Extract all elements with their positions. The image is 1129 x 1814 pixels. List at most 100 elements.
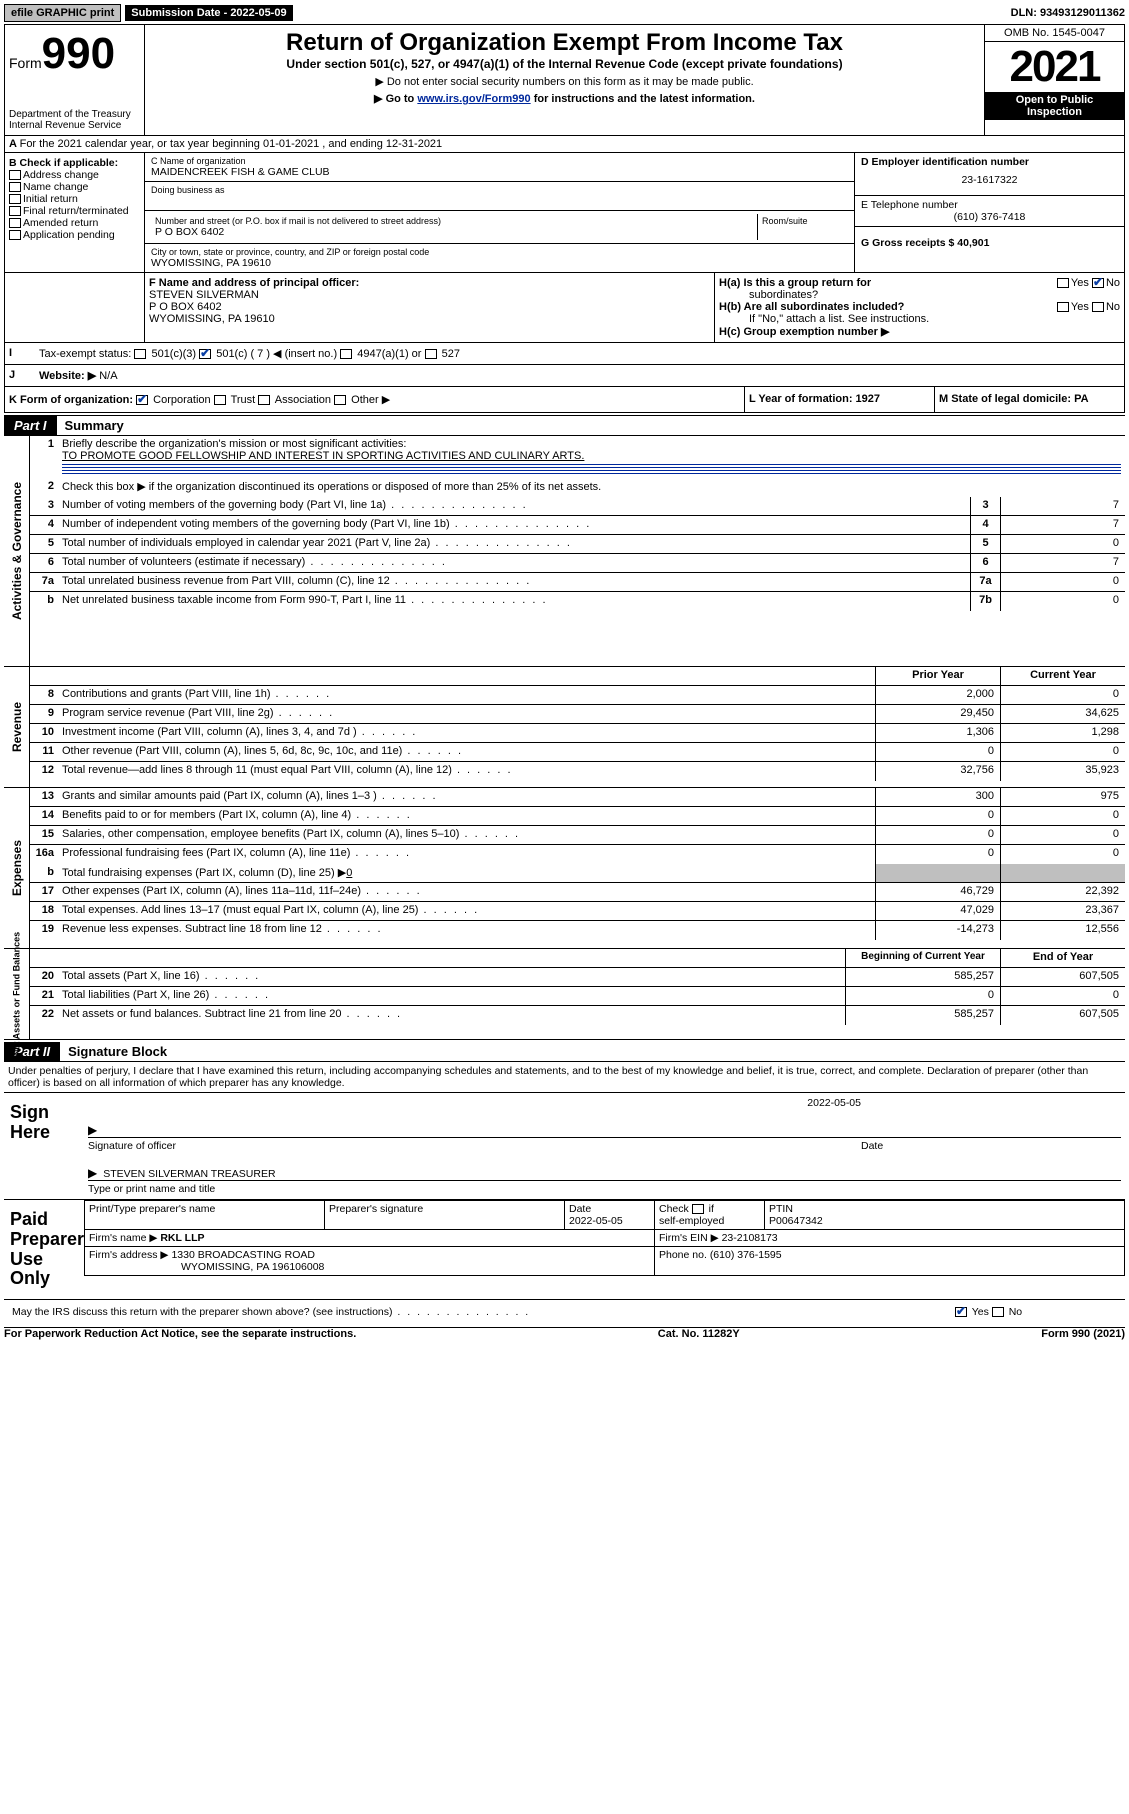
form-number: 990 <box>42 29 115 78</box>
i-o2: 501(c) ( 7 ) ◀ (insert no.) <box>216 348 337 360</box>
line-a-text: For the 2021 calendar year, or tax year … <box>20 138 443 150</box>
addr-val: P O BOX 6402 <box>155 226 753 238</box>
form-container: Form990 Department of the Treasury Inter… <box>4 24 1125 413</box>
table-row: 19Revenue less expenses. Subtract line 1… <box>30 921 1125 940</box>
summary-exp: Expenses 13Grants and similar amounts pa… <box>4 787 1125 948</box>
part1-tag: Part I <box>4 416 57 435</box>
n-16b: b <box>30 864 58 882</box>
ha-yes[interactable] <box>1057 278 1069 288</box>
ptin: P00647342 <box>769 1215 823 1227</box>
hdr-eoy: End of Year <box>1000 949 1125 967</box>
hdr-cy: Current Year <box>1000 667 1125 685</box>
ph4c: self-employed <box>659 1215 724 1227</box>
ident-block: B Check if applicable: Address change Na… <box>5 152 1124 272</box>
inspect1: Open to Public <box>1016 94 1094 106</box>
foot-m: Cat. No. 11282Y <box>658 1328 740 1340</box>
website-val: N/A <box>99 370 117 382</box>
table-row: 10Investment income (Part VIII, column (… <box>30 724 1125 743</box>
ha-lbl: H(a) Is this a group return for <box>719 277 871 289</box>
penalty-text: Under penalties of perjury, I declare th… <box>4 1062 1125 1092</box>
firm-ein: 23-2108173 <box>722 1232 778 1244</box>
cb-trust[interactable] <box>214 395 226 405</box>
table-row: 12Total revenue—add lines 8 through 11 (… <box>30 762 1125 781</box>
note2-post: for instructions and the latest informat… <box>531 93 755 105</box>
klm-row: K Form of organization: Corporation Trus… <box>5 386 1124 412</box>
hdr-py: Prior Year <box>875 667 1000 685</box>
table-row: 18Total expenses. Add lines 13–17 (must … <box>30 902 1125 921</box>
cb-501c3[interactable] <box>134 349 146 359</box>
cb-amended[interactable] <box>9 218 21 228</box>
room-lbl: Room/suite <box>762 216 844 226</box>
paid-prep: Paid Preparer Use Only <box>4 1200 84 1299</box>
may-yes-lbl: Yes <box>972 1306 989 1318</box>
i-row: I Tax-exempt status: 501(c)(3) 501(c) ( … <box>5 342 1124 364</box>
summary-gov: Activities & Governance 1 Briefly descri… <box>4 436 1125 666</box>
form-header: Form990 Department of the Treasury Inter… <box>5 25 1124 135</box>
firm-name: RKL LLP <box>160 1232 204 1244</box>
foot-r: Form 990 (2021) <box>1041 1328 1125 1340</box>
note1: ▶ Do not enter social security numbers o… <box>151 75 978 88</box>
form990-link[interactable]: www.irs.gov/Form990 <box>417 93 530 105</box>
j-lbl: Website: ▶ <box>39 370 96 382</box>
hb-lbl: H(b) Are all subordinates included? <box>719 301 904 313</box>
g-lbl: G Gross receipts $ 40,901 <box>861 237 1118 249</box>
table-row: 22Net assets or fund balances. Subtract … <box>30 1006 1125 1025</box>
dba-lbl: Doing business as <box>151 185 848 195</box>
table-row: 3Number of voting members of the governi… <box>30 497 1125 516</box>
city-val: WYOMISSING, PA 19610 <box>151 257 848 269</box>
m-lbl: M State of legal domicile: PA <box>939 393 1089 405</box>
lbl-initial: Initial return <box>23 193 78 205</box>
ha-no[interactable] <box>1092 278 1104 288</box>
date-lbl: Date <box>861 1140 1121 1152</box>
may-no[interactable] <box>992 1307 1004 1317</box>
i-o1: 501(c)(3) <box>151 348 196 360</box>
cb-selfemp[interactable] <box>692 1204 704 1214</box>
inspect2: Inspection <box>1027 106 1082 118</box>
table-row: 7aTotal unrelated business revenue from … <box>30 573 1125 592</box>
hb-no[interactable] <box>1092 302 1104 312</box>
irs: Internal Revenue Service <box>9 120 140 131</box>
form-title: Return of Organization Exempt From Incom… <box>151 29 978 57</box>
cb-address[interactable] <box>9 170 21 180</box>
efile-btn[interactable]: efile GRAPHIC print <box>4 4 121 22</box>
d-16b: Total fundraising expenses (Part IX, col… <box>62 867 346 879</box>
c-lbl: C Name of organization <box>151 156 848 166</box>
h-note: If "No," attach a list. See instructions… <box>719 313 1120 325</box>
sign-date: 2022-05-05 <box>88 1097 1121 1109</box>
cb-app[interactable] <box>9 230 21 240</box>
cb-other[interactable] <box>334 395 346 405</box>
cb-assoc[interactable] <box>258 395 270 405</box>
ph2: Preparer's signature <box>329 1203 423 1215</box>
j-row: J Website: ▶ N/A <box>5 364 1124 386</box>
ein: 23-1617322 <box>861 168 1118 192</box>
table-row: 5Total number of individuals employed in… <box>30 535 1125 554</box>
cb-501c[interactable] <box>199 349 211 359</box>
cb-final[interactable] <box>9 206 21 216</box>
may-yes[interactable] <box>955 1307 967 1317</box>
hdr-bcy: Beginning of Current Year <box>845 949 1000 967</box>
vtab-na: Net Assets or Fund Balances <box>12 932 21 1056</box>
cb-name[interactable] <box>9 182 21 192</box>
firm-phone: (610) 376-1595 <box>710 1249 782 1261</box>
preparer-table: Print/Type preparer's name Preparer's si… <box>84 1200 1125 1276</box>
ph1: Print/Type preparer's name <box>89 1203 215 1215</box>
addr-lbl: Number and street (or P.O. box if mail i… <box>155 216 753 226</box>
cb-4947[interactable] <box>340 349 352 359</box>
cb-corp[interactable] <box>136 395 148 405</box>
mission: TO PROMOTE GOOD FELLOWSHIP AND INTEREST … <box>62 450 584 462</box>
dept: Department of the Treasury <box>9 109 140 120</box>
table-row: 6Total number of volunteers (estimate if… <box>30 554 1125 573</box>
cb-initial[interactable] <box>9 194 21 204</box>
summary-rev: Revenue Prior Year Current Year 8Contrib… <box>4 666 1125 787</box>
k-o2: Trust <box>231 394 256 406</box>
i-lbl: Tax-exempt status: <box>39 348 131 360</box>
ph3: Date <box>569 1203 591 1215</box>
lbl-app: Application pending <box>23 229 115 241</box>
topbar: efile GRAPHIC print Submission Date - 20… <box>4 4 1125 22</box>
part1-header: Part I Summary <box>4 415 1125 436</box>
k-lbl: K Form of organization: <box>9 394 133 406</box>
table-row: 14Benefits paid to or for members (Part … <box>30 807 1125 826</box>
v-16b: 0 <box>346 867 352 879</box>
hb-yes[interactable] <box>1057 302 1069 312</box>
cb-527[interactable] <box>425 349 437 359</box>
